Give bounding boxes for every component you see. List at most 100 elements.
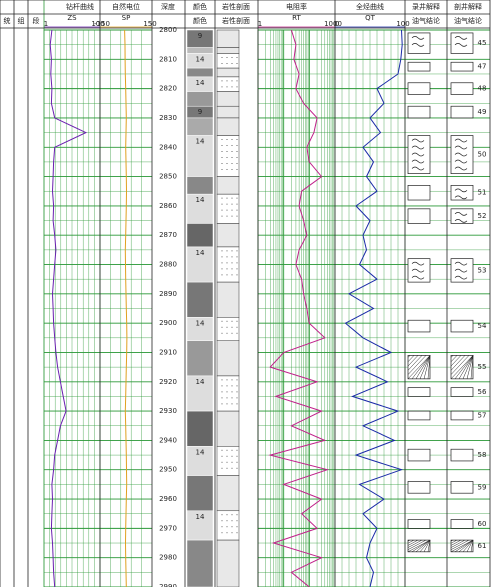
lith-dot (231, 203, 233, 205)
lith-dot (231, 467, 233, 469)
hatch (423, 355, 431, 379)
lith-dot (231, 520, 233, 522)
lith-dot (236, 197, 238, 199)
depth-label: 2910 (159, 348, 177, 356)
wave (454, 36, 468, 40)
color-band (186, 193, 214, 224)
lith-dot (236, 520, 238, 522)
layer-number: 50 (478, 151, 487, 159)
lith-dot (221, 274, 223, 276)
band-label: 14 (196, 513, 205, 521)
lith-dot (221, 197, 223, 199)
hatch (450, 355, 474, 380)
lith-dot (226, 532, 228, 534)
layer-number: 49 (478, 108, 487, 116)
lith-dot (231, 250, 233, 252)
lith-dot (226, 397, 228, 399)
layer-number: 59 (478, 483, 487, 491)
scale-max: 150 (143, 20, 156, 28)
lith-dot (236, 403, 238, 405)
lith-dot (226, 250, 228, 252)
header: 录井解释 (412, 2, 440, 11)
lith-dot (231, 56, 233, 58)
lith-dot (221, 268, 223, 270)
interval (450, 61, 474, 72)
lith-dot (226, 151, 228, 153)
curve (344, 29, 404, 587)
lith-dot (226, 274, 228, 276)
lith-dot (236, 320, 238, 322)
hatch (407, 355, 411, 358)
layer-number: 47 (478, 63, 487, 71)
wave (454, 43, 468, 47)
color-band (186, 510, 214, 541)
wave (454, 138, 468, 143)
interval (407, 448, 431, 462)
wave (454, 195, 468, 200)
hatch (462, 355, 474, 379)
lith-dot (236, 86, 238, 88)
lith-dot (231, 397, 233, 399)
depth-label: 2960 (159, 495, 177, 503)
hatch (419, 355, 431, 379)
hatch (458, 355, 474, 379)
lith-dot (221, 385, 223, 387)
lith-dot (226, 197, 228, 199)
lithology (216, 67, 240, 78)
interval (407, 82, 431, 95)
lith-dot (231, 532, 233, 534)
lith-dot (226, 86, 228, 88)
band-label: 14 (196, 249, 205, 257)
header: 岩性剖面 (222, 2, 250, 11)
scale-max: 100 (396, 20, 409, 28)
hatch (407, 355, 431, 380)
lith-dot (236, 62, 238, 64)
lith-dot (221, 461, 223, 463)
depth-label: 2850 (159, 173, 177, 181)
interval (407, 135, 431, 174)
lith-dot (226, 391, 228, 393)
lith-dot (221, 520, 223, 522)
lith-dot (226, 455, 228, 457)
lith-dot (226, 526, 228, 528)
lith-dot (231, 151, 233, 153)
wave (454, 145, 468, 150)
lithology (216, 375, 240, 412)
layer-number: 57 (478, 412, 487, 420)
lith-dot (236, 332, 238, 334)
lith-dot (231, 145, 233, 147)
hatch (407, 539, 419, 546)
band-label: 14 (196, 79, 205, 87)
hatch (419, 539, 431, 552)
interval (407, 519, 431, 529)
lith-dot (226, 215, 228, 217)
lithology (216, 91, 240, 107)
lith-dot (236, 203, 238, 205)
wave (454, 218, 468, 223)
interval (450, 448, 474, 462)
lith-dot (226, 209, 228, 211)
color-band (186, 176, 214, 195)
wave (454, 275, 468, 280)
lith-dot (231, 274, 233, 276)
lith-dot (226, 145, 228, 147)
header: 段 (33, 16, 40, 25)
color-band (186, 117, 214, 136)
lith-dot (221, 250, 223, 252)
lithology (216, 281, 240, 318)
lith-dot (231, 385, 233, 387)
depth-label: 2810 (159, 55, 177, 63)
interval (407, 387, 431, 397)
lith-dot (231, 526, 233, 528)
lith-dot (236, 215, 238, 217)
lith-dot (226, 403, 228, 405)
wave (454, 152, 468, 157)
header: 颜色 (193, 2, 207, 11)
hatch (450, 355, 470, 375)
lith-dot (221, 526, 223, 528)
scale-max: 100 (91, 20, 104, 28)
header: 油气结论 (412, 16, 440, 25)
lithology (216, 510, 240, 541)
lith-dot (221, 56, 223, 58)
hatch (470, 540, 474, 552)
